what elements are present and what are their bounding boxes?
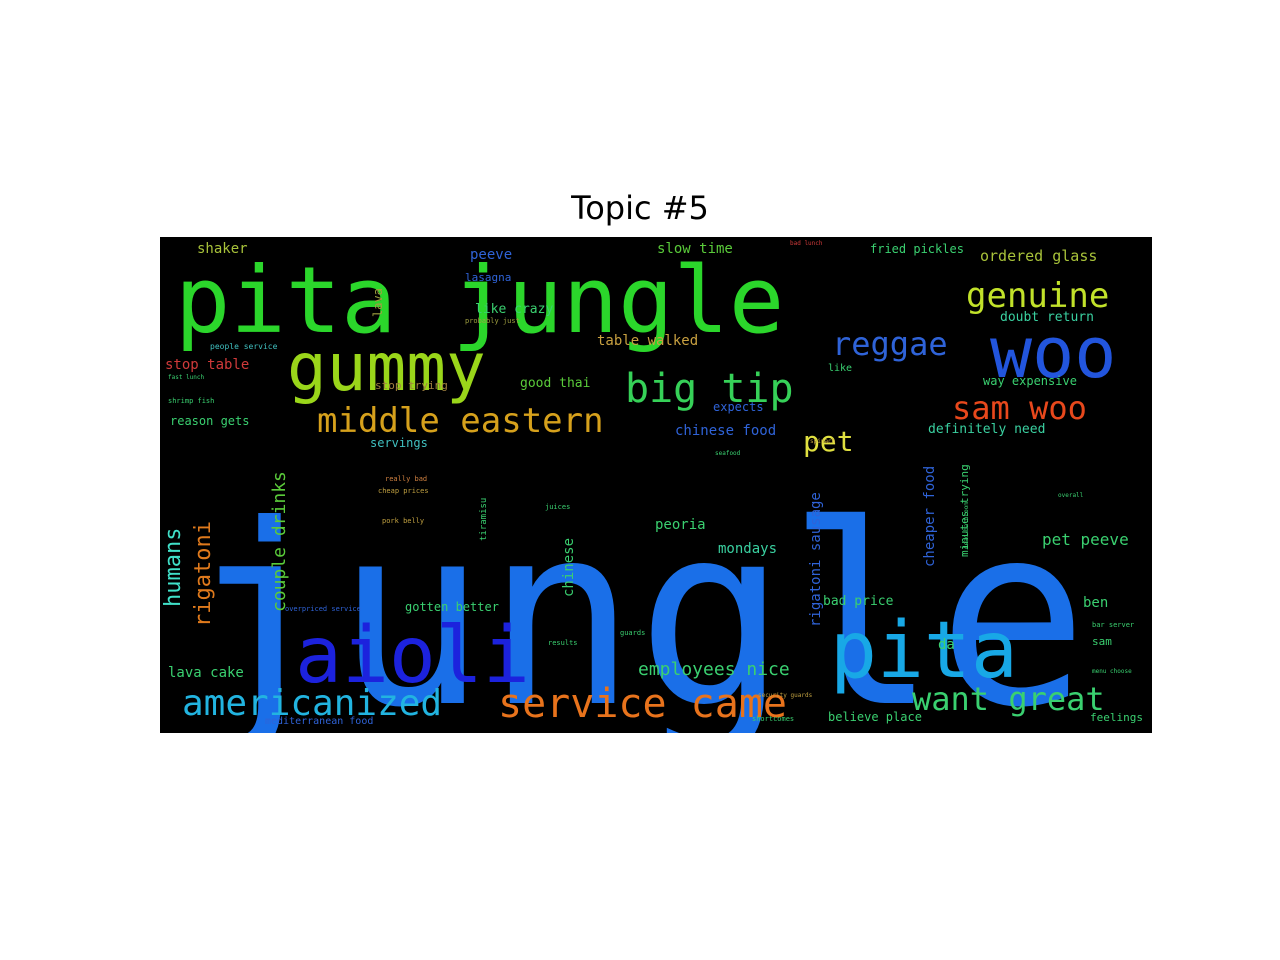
word-chinese: chinese — [561, 538, 577, 597]
word-like-crazy: like crazy — [475, 302, 553, 317]
word-pet: pet — [803, 425, 854, 458]
word-genuine: genuine — [966, 276, 1109, 316]
word-security-guards: security guards — [758, 692, 813, 699]
word-sam: sam — [1092, 635, 1112, 648]
word-reggae: reggae — [832, 325, 948, 363]
word-pita-jungle: pita jungle — [175, 247, 784, 354]
word-tiramisu: tiramisu — [479, 498, 489, 541]
word-ordered-glass: ordered glass — [980, 247, 1097, 265]
word-aioli: aioli — [295, 611, 530, 701]
word-like: like — [828, 363, 852, 374]
word-pet-peeve: pet peeve — [1042, 530, 1129, 549]
word-really-bad: really bad — [385, 475, 427, 483]
word-gotten-better: gotten better — [405, 600, 499, 614]
word-employees-nice: employees nice — [638, 659, 790, 680]
word-dead-bathroom: dead bathroom — [963, 502, 970, 549]
word-peeve: peeve — [470, 247, 512, 263]
word-probably-just: probably just — [465, 317, 520, 325]
word-reason-gets: reason gets — [170, 414, 249, 428]
word-da: da — [938, 637, 955, 653]
word-shortcomes: shortcomes — [752, 715, 794, 723]
word-results: results — [548, 639, 578, 647]
word-way-expensive: way expensive — [983, 374, 1077, 388]
word-cheaper-food: cheaper food — [922, 466, 938, 567]
word-fast-lunch: fast lunch — [168, 374, 205, 381]
word-rigatoni: rigatoni — [191, 521, 216, 627]
word-doubt-return: doubt return — [1000, 310, 1094, 325]
word-slow-time: slow time — [657, 241, 733, 257]
word-juices: juices — [545, 503, 570, 511]
word-mondays: mondays — [718, 541, 777, 557]
word-overall: overall — [1058, 492, 1084, 499]
word-big-tip: big tip — [625, 366, 794, 412]
word-chinese-food: chinese food — [675, 423, 776, 439]
word-lava: lava — [371, 288, 385, 317]
word-rigatoni-sausage: rigatoni sausage — [808, 492, 824, 627]
word-shaker: shaker — [197, 241, 248, 257]
word-bad-price: bad price — [823, 594, 894, 609]
word-peoria: peoria — [655, 517, 706, 533]
word-believe-place: believe place — [828, 710, 922, 724]
word-americanized: americanized — [182, 683, 442, 724]
word-feelings: feelings — [1090, 711, 1143, 724]
word-couple-drinks: couple drinks — [269, 471, 290, 612]
word-fried-pickles: fried pickles — [870, 242, 964, 256]
word-stop-trying: stop trying — [375, 379, 448, 392]
word-want-great: want great — [912, 680, 1105, 718]
word-guards: guards — [620, 629, 645, 637]
word-bad-lunch: bad lunch — [790, 240, 823, 247]
word-spinach: spinach — [810, 438, 836, 445]
word-humans: humans — [161, 528, 186, 607]
word-gummy: gummy — [287, 329, 486, 406]
word-shrimp-fish: shrimp fish — [168, 397, 214, 405]
word-cloud-svg: jungle pita jungle woo gummy aioli pita genuin… — [161, 240, 1143, 733]
word-bar-server: bar server — [1092, 621, 1134, 629]
word-service-came: service came — [498, 681, 787, 727]
word-lava-cake: lava cake — [168, 665, 244, 681]
word-overpriced-service: overpriced service — [285, 605, 361, 613]
word-stop-table: stop table — [165, 357, 249, 373]
word-seafood: seafood — [715, 450, 741, 457]
chart-title: Topic #5 — [571, 189, 709, 227]
word-mediterranean-food: mediterranean food — [265, 716, 373, 727]
word-lasagna: lasagna — [465, 271, 511, 284]
word-people-service: people service — [210, 342, 278, 351]
word-servings: servings — [370, 436, 428, 450]
word-pita: pita — [830, 606, 1018, 696]
word-good-thai: good thai — [520, 376, 590, 391]
word-definitely-need: definitely need — [928, 422, 1045, 437]
word-pork-belly: pork belly — [382, 517, 424, 525]
word-sam-woo: sam woo — [952, 389, 1087, 427]
word-cloud-panel: jungle pita jungle woo gummy aioli pita genuin… — [160, 237, 1152, 733]
word-cheap-prices: cheap prices — [378, 487, 429, 495]
word-woo: woo — [990, 312, 1116, 394]
word-middle-eastern: middle eastern — [317, 401, 604, 441]
word-table-walked: table walked — [597, 333, 698, 349]
word-expects: expects — [713, 400, 764, 414]
word-minutes-trying: minutes trying — [958, 464, 971, 557]
word-ben: ben — [1083, 595, 1108, 611]
word-jungle: jungle — [185, 471, 1088, 733]
word-menu-choose: menu choose — [1092, 668, 1132, 675]
